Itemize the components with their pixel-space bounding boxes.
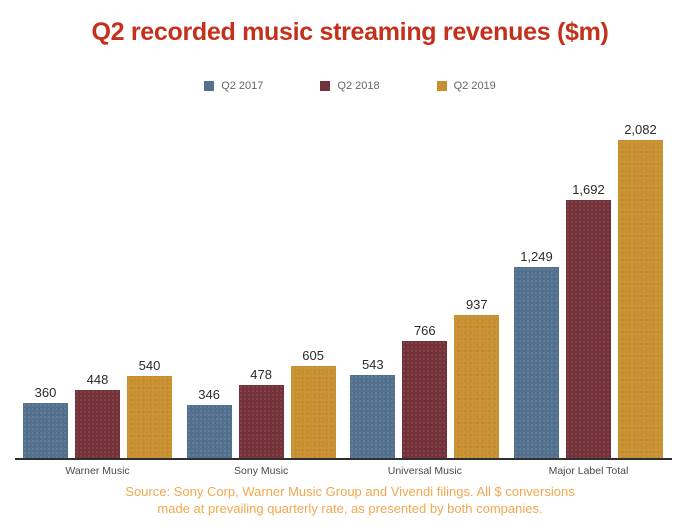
bar-q2-2019-universal-music: [454, 315, 500, 458]
bar-col-q2-2018-universal-music: 766: [402, 120, 448, 458]
bar-q2-2019-sony-music: [290, 366, 336, 458]
bar-group-universal-music: 543 766 937: [350, 120, 500, 458]
bar-col-q2-2019-warner-music: 540: [127, 120, 172, 458]
legend-swatch-icon: [320, 81, 331, 91]
bar-group-sony-music: 346 478 605: [186, 120, 336, 458]
bar-q2-2017-sony-music: [186, 405, 232, 458]
legend-swatch-icon: [204, 81, 215, 91]
bar-q2-2017-warner-music: [23, 403, 68, 458]
bar-q2-2018-universal-music: [402, 341, 448, 458]
bar-col-q2-2017-major-label-total: 1,249: [513, 120, 559, 458]
bar-data-label: 360: [34, 385, 57, 400]
bar-q2-2018-sony-music: [238, 385, 284, 458]
bar-col-q2-2017-warner-music: 360: [23, 120, 68, 458]
category-label-universal-music: Universal Music: [387, 465, 462, 477]
legend-item-label: Q2 2019: [453, 80, 496, 92]
bar-q2-2017-major-label-total: [513, 267, 559, 458]
bar-data-label: 1,249: [520, 249, 553, 264]
legend: Q2 2017 Q2 2018 Q2 2019: [0, 80, 700, 92]
bar-group-warner-music: 360 448 540: [23, 120, 172, 458]
bar-data-label: 478: [250, 367, 272, 382]
source-note-line1: Source: Sony Corp, Warner Music Group an…: [125, 484, 575, 499]
bar-col-q2-2019-major-label-total: 2,082: [617, 120, 663, 458]
bar-data-label: 540: [138, 358, 161, 373]
bar-col-q2-2019-sony-music: 605: [290, 120, 336, 458]
legend-item-label: Q2 2017: [221, 80, 264, 92]
chart-title: Q2 recorded music streaming revenues ($m…: [91, 18, 609, 46]
source-note: Source: Sony Corp, Warner Music Group an…: [0, 483, 700, 517]
legend-item-label: Q2 2018: [337, 80, 380, 92]
bar-data-label: 605: [302, 348, 324, 363]
bar-data-label: 1,692: [572, 182, 605, 197]
bar-q2-2018-warner-music: [75, 390, 120, 458]
bar-q2-2019-major-label-total: [617, 140, 663, 458]
bar-group-major-label-total: 1,249 1,692 2,082: [513, 120, 663, 458]
legend-item-q2-2018: Q2 2018: [320, 80, 380, 92]
bar-q2-2017-universal-music: [350, 375, 396, 458]
category-axis: Warner Music Sony Music Universal Music Maj…: [15, 465, 672, 477]
bar-q2-2018-major-label-total: [565, 200, 611, 458]
category-label-major-label-total: Major Label Total: [548, 465, 629, 477]
bar-col-q2-2018-sony-music: 478: [238, 120, 284, 458]
bar-col-q2-2017-sony-music: 346: [186, 120, 232, 458]
bar-q2-2019-warner-music: [127, 376, 172, 458]
bar-data-label: 448: [86, 372, 109, 387]
plot-area: 360 448 540 346 478 605 543 766 937 1,249 1,692 2,0…: [15, 120, 672, 460]
bar-data-label: 346: [198, 387, 220, 402]
legend-swatch-icon: [436, 81, 447, 91]
bar-data-label: 543: [361, 357, 384, 372]
source-note-line2: made at prevailing quarterly rate, as pr…: [157, 501, 543, 517]
legend-item-q2-2019: Q2 2019: [436, 80, 496, 92]
bar-col-q2-2018-major-label-total: 1,692: [565, 120, 611, 458]
legend-item-q2-2017: Q2 2017: [204, 80, 263, 92]
bar-col-q2-2017-universal-music: 543: [350, 120, 396, 458]
bar-col-q2-2018-warner-music: 448: [75, 120, 120, 458]
category-label-sony-music: Sony Music: [234, 465, 289, 477]
category-label-warner-music: Warner Music: [65, 465, 130, 477]
bar-data-label: 766: [413, 323, 436, 338]
bar-data-label: 2,082: [624, 122, 657, 137]
bar-col-q2-2019-universal-music: 937: [454, 120, 500, 458]
bar-data-label: 937: [465, 297, 488, 312]
